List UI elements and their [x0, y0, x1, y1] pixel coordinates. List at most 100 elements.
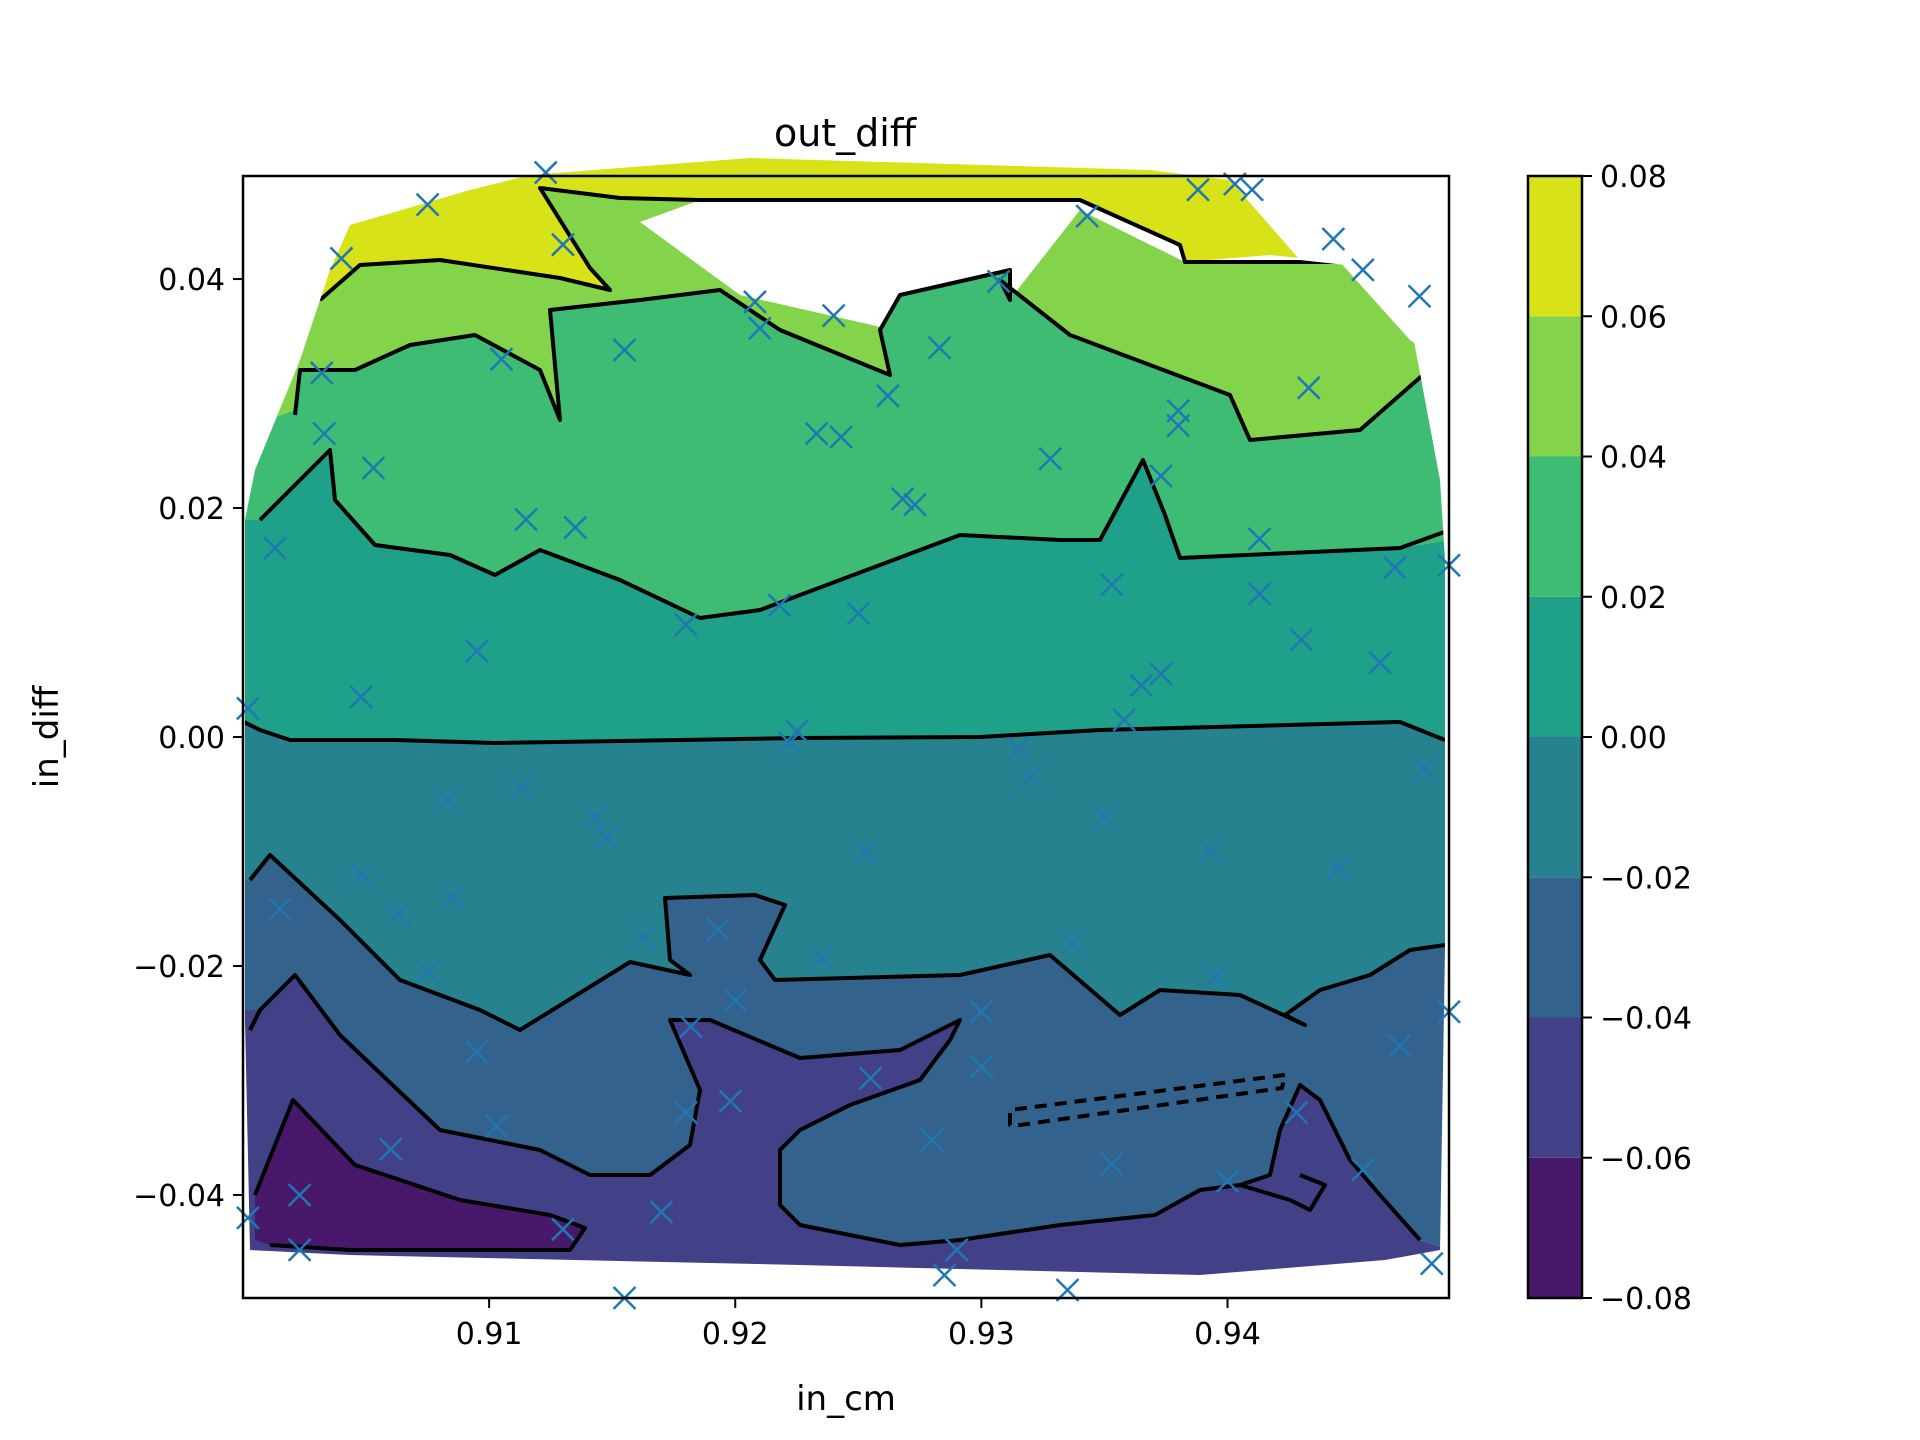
x-tick-label: 0.94: [1194, 1317, 1261, 1352]
scatter-point: [509, 776, 534, 801]
scatter-point: [890, 486, 915, 511]
scatter-point: [1407, 284, 1432, 309]
scatter-point: [1240, 177, 1264, 202]
colorbar-tick-label: 0.04: [1600, 441, 1667, 476]
scatter-point: [309, 361, 334, 385]
scatter-point: [674, 1100, 698, 1125]
y-axis-label: in_diff: [27, 684, 67, 788]
scatter-point: [236, 1205, 260, 1230]
scatter-point: [386, 902, 410, 927]
x-axis-label: in_cm: [796, 1379, 896, 1419]
scatter-point: [1247, 582, 1272, 606]
scatter-point: [263, 536, 287, 560]
scatter-point: [287, 1238, 312, 1262]
scatter-point: [1419, 1251, 1444, 1276]
scatter-point: [718, 1089, 743, 1113]
scatter-point: [1350, 257, 1375, 282]
scatter-point: [349, 685, 374, 709]
scatter-point: [649, 1200, 674, 1225]
scatter-point: [674, 612, 698, 637]
scatter-point: [533, 160, 558, 185]
scatter-point: [777, 730, 802, 755]
colorbar-segment: [1528, 456, 1582, 597]
colorbar-segment: [1528, 1157, 1582, 1298]
y-axis: 0.04 0.02 0.00 −0.02 −0.04: [133, 263, 243, 1214]
colorbar-tick-label: 0.06: [1600, 300, 1667, 335]
contour-line-0.06: [318, 186, 1340, 302]
plot-area: 0.91 0.92 0.93 0.94 0.04 0.02 0.00 −0.02 −0.04: [133, 158, 1461, 1352]
y-tick-label: 0.02: [158, 492, 225, 527]
colorbar-tick-label: −0.02: [1600, 861, 1692, 896]
x-tick-label: 0.91: [456, 1317, 523, 1352]
scatter-point: [595, 825, 620, 850]
scatter-point: [1099, 572, 1124, 597]
scatter-point: [875, 383, 900, 408]
scatter-point: [1018, 765, 1043, 789]
scatter-point: [1368, 650, 1392, 675]
colorbar-segment: [1528, 737, 1582, 878]
colorbar-segment: [1528, 316, 1582, 457]
x-axis: 0.91 0.92 0.93 0.94: [456, 1298, 1261, 1352]
scatter-point: [1092, 805, 1117, 830]
scatter-point: [804, 421, 829, 446]
scatter-point: [920, 1128, 945, 1152]
band-0.02-0.04: [245, 270, 1445, 618]
scatter-point: [464, 639, 489, 664]
contour-line-0.04: [293, 268, 1442, 442]
chart-title: out_diff: [774, 111, 917, 155]
scatter-point: [903, 492, 927, 517]
scatter-point: [1099, 1152, 1124, 1176]
scatter-point: [821, 303, 846, 328]
scatter-point: [361, 456, 386, 480]
scatter-point: [1149, 464, 1173, 488]
scatter-point: [1350, 1157, 1375, 1182]
scatter-point: [853, 839, 878, 864]
scatter-point: [415, 959, 440, 984]
scatter-point: [784, 719, 809, 744]
colorbar-tick-label: 0.02: [1600, 581, 1667, 616]
scatter-point: [1284, 1100, 1309, 1125]
scatter-point: [551, 232, 575, 257]
y-tick-label: −0.02: [133, 950, 225, 985]
colorbar-segment: [1528, 176, 1582, 317]
contour-line-0.02: [258, 448, 1445, 620]
band-neg0.08-neg0.06: [255, 1100, 585, 1250]
colorbar-tick-label: −0.08: [1600, 1282, 1692, 1317]
scatter-point: [969, 999, 994, 1024]
scatter-point: [329, 246, 354, 271]
scatter-point: [415, 192, 440, 217]
scatter-point: [349, 862, 374, 887]
scatter-point: [440, 885, 465, 910]
scatter-point: [1149, 662, 1173, 686]
scatter-point: [1075, 204, 1100, 228]
scatter-layer: [236, 160, 1461, 1310]
scatter-point: [484, 1114, 509, 1139]
scatter-point: [612, 338, 637, 362]
contour-line-neg0.04: [248, 973, 1422, 1247]
band-0.00-0.02: [245, 450, 1445, 743]
scatter-point: [767, 593, 792, 618]
scatter-point: [706, 917, 730, 942]
scatter-point: [236, 696, 260, 721]
scatter-point: [489, 347, 514, 372]
contour-line-neg0.02: [248, 853, 1445, 1032]
scatter-point: [969, 1054, 994, 1079]
scatter-point: [1006, 736, 1031, 761]
scatter-point: [551, 1217, 575, 1242]
scatter-point: [1247, 527, 1272, 551]
scatter-point: [1387, 1034, 1412, 1059]
scatter-point: [1203, 965, 1228, 990]
colorbar-segment: [1528, 1017, 1582, 1158]
scatter-point: [1112, 707, 1137, 732]
colorbar-tick-label: 0.00: [1600, 721, 1667, 756]
colorbar-segment: [1528, 596, 1582, 737]
scatter-point: [932, 1263, 957, 1287]
scatter-point: [583, 805, 607, 830]
scatter-point: [514, 507, 538, 532]
scatter-point: [846, 601, 871, 626]
scatter-point: [743, 290, 767, 314]
scatter-point: [747, 316, 772, 341]
y-tick-label: −0.04: [133, 1179, 225, 1214]
scatter-point: [829, 425, 853, 449]
